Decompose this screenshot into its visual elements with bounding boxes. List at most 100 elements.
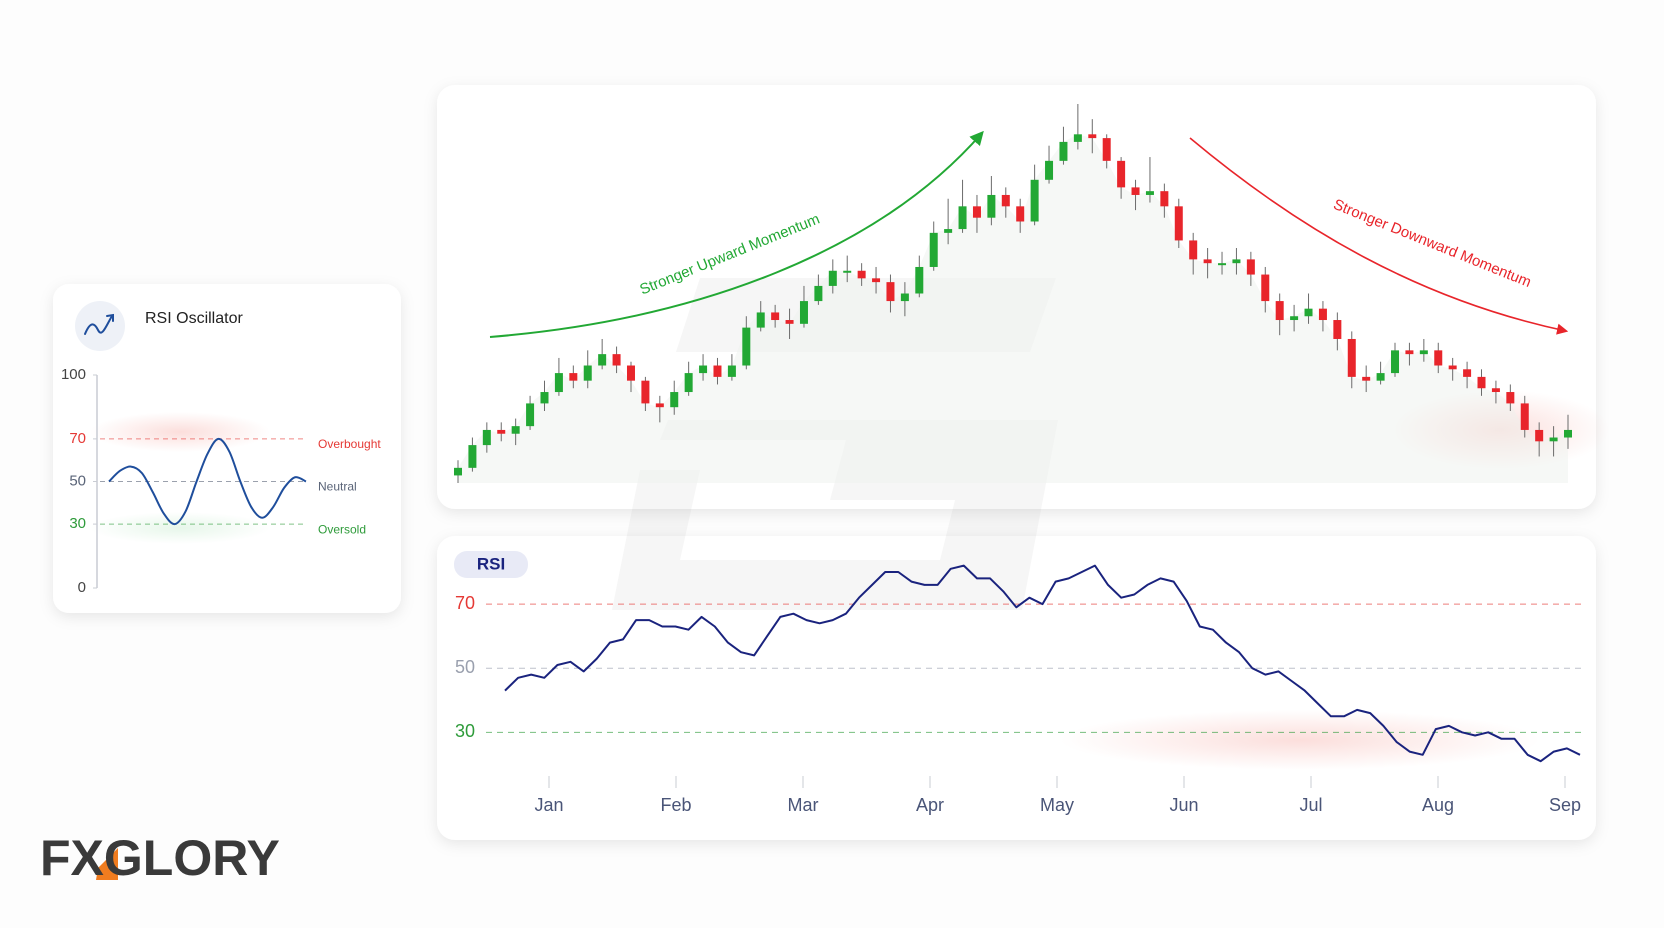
candle-body — [1102, 138, 1111, 161]
candle-body — [655, 403, 664, 408]
candle-body — [1564, 429, 1572, 438]
candle-body — [872, 278, 881, 283]
price-shade — [458, 134, 1568, 483]
candle-body — [1448, 365, 1457, 370]
rsi-line — [504, 564, 1581, 763]
candle-body — [958, 206, 967, 230]
candle-body — [929, 232, 938, 267]
x-tick-label: May — [1040, 795, 1074, 815]
x-tick-label: Feb — [660, 795, 691, 815]
candle-body — [1016, 206, 1025, 222]
candle-body — [1304, 308, 1313, 317]
up-arrow — [489, 130, 984, 338]
candle-body — [526, 403, 535, 427]
candle-body — [468, 445, 477, 468]
candle-body — [814, 285, 823, 302]
candle-body — [454, 467, 462, 476]
candle-body — [1434, 350, 1443, 366]
candle-body — [612, 354, 621, 366]
candle-body — [1477, 376, 1486, 389]
candle-body — [1001, 194, 1010, 207]
y-tick-label: 100 — [61, 366, 86, 383]
candle-body — [1275, 301, 1284, 321]
candle-body — [1333, 320, 1342, 339]
x-tick-label: Apr — [916, 795, 944, 815]
reference-label: Overbought — [318, 437, 381, 451]
glow — [1060, 710, 1540, 770]
candle-body — [569, 373, 578, 381]
y-tick-label: 50 — [69, 472, 86, 489]
candle-body — [699, 365, 708, 374]
down-arrow — [1189, 137, 1569, 335]
glow — [90, 512, 270, 544]
candle-body — [900, 293, 909, 302]
candle-body — [1362, 376, 1371, 381]
candle-body — [1131, 187, 1140, 195]
logo-accent — [96, 848, 118, 880]
candle-body — [1347, 338, 1356, 377]
candle-body — [771, 312, 780, 321]
candle-body — [1232, 259, 1241, 264]
y-tick-label: 70 — [455, 593, 475, 613]
candle-body — [1491, 388, 1500, 393]
candle-body — [1059, 141, 1068, 161]
y-tick-label: 50 — [455, 657, 475, 677]
candle-body — [1520, 403, 1529, 430]
candle-body — [670, 392, 679, 408]
candle-body — [799, 301, 808, 324]
candle-body — [1290, 316, 1299, 321]
candle-body — [641, 380, 650, 404]
candle-body — [1174, 206, 1183, 241]
candle-body — [626, 365, 635, 381]
candle-body — [1246, 259, 1255, 275]
rsi-pill — [454, 551, 528, 578]
rsi-title: RSI — [477, 554, 505, 573]
candle-body — [886, 282, 895, 302]
oscillator-icon — [75, 301, 125, 351]
candle-body — [1218, 263, 1227, 266]
candle-body — [598, 354, 607, 366]
candle-body — [1261, 274, 1270, 302]
y-tick-label: 30 — [69, 515, 86, 532]
x-tick-label: Mar — [788, 795, 819, 815]
candle-body — [785, 320, 794, 324]
candle-body — [756, 312, 765, 328]
candle-body — [1203, 259, 1212, 264]
candle-body — [1318, 308, 1327, 321]
candle-body — [828, 270, 837, 286]
candle-body — [1463, 369, 1472, 377]
candle-body — [1030, 179, 1039, 222]
candle-body — [1045, 160, 1054, 180]
candle-body — [540, 392, 549, 404]
oscillator-title: RSI Oscillator — [145, 310, 243, 327]
candle-body — [554, 373, 563, 393]
candle-body — [1088, 134, 1097, 139]
reference-label: Neutral — [318, 480, 357, 494]
candle-body — [497, 429, 506, 434]
candle-body — [713, 365, 722, 377]
y-tick-label: 70 — [69, 430, 86, 447]
candle-body — [742, 327, 751, 366]
x-tick-label: Jan — [534, 795, 563, 815]
icon-glyph — [84, 313, 114, 335]
x-tick-label: Sep — [1549, 795, 1581, 815]
candle-body — [944, 229, 953, 233]
x-tick-label: Jun — [1169, 795, 1198, 815]
x-tick-label: Aug — [1422, 795, 1454, 815]
y-tick-label: 0 — [78, 579, 86, 596]
oscillator-line — [108, 437, 307, 526]
x-tick-label: Jul — [1299, 795, 1322, 815]
candle-body — [1549, 437, 1558, 442]
candle-body — [1145, 191, 1154, 195]
candle-body — [1535, 429, 1544, 442]
candle-body — [843, 270, 852, 273]
candle-body — [915, 266, 924, 294]
candle-body — [482, 429, 491, 446]
candle-body — [1160, 191, 1169, 207]
candle-body — [1073, 134, 1082, 142]
candle-body — [972, 206, 981, 218]
y-tick-label: 30 — [455, 721, 475, 741]
candle-body — [857, 270, 866, 279]
